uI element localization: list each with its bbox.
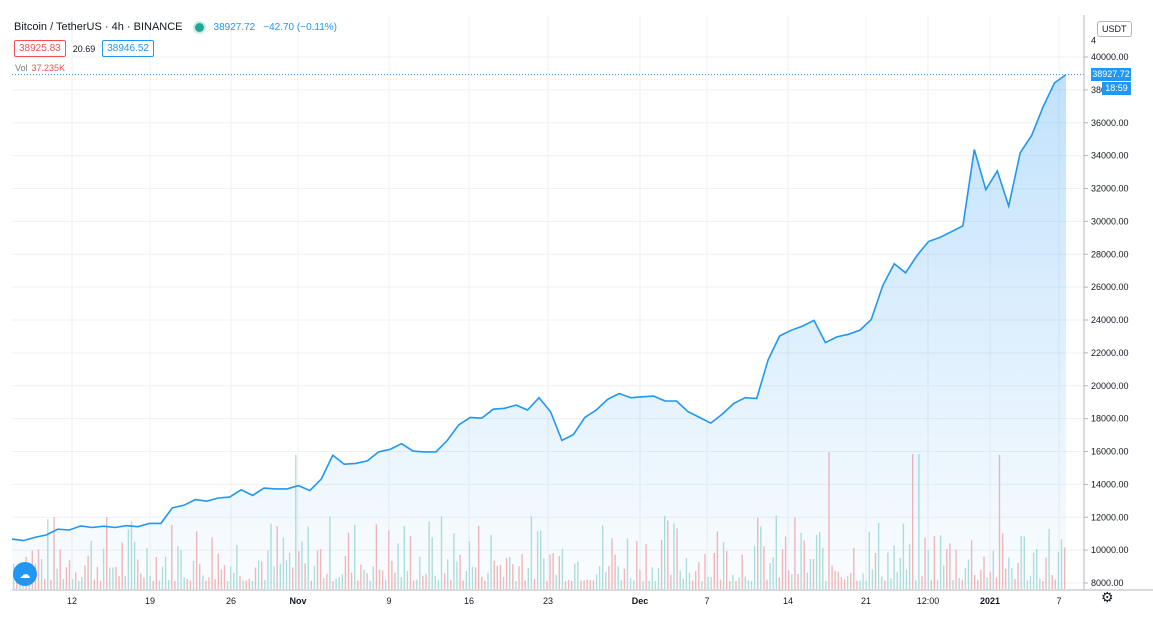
y-tick-label: 20000.00 <box>1091 381 1129 391</box>
x-tick-label: Nov <box>289 596 306 606</box>
y-tick-label: 34000.00 <box>1091 151 1129 161</box>
x-tick-label: 9 <box>386 596 391 606</box>
y-tick-label: 18000.00 <box>1091 414 1129 424</box>
spread-value: 20.69 <box>72 43 96 54</box>
y-tick-label: 32000.00 <box>1091 184 1129 194</box>
buy-price-button[interactable]: 38946.52 <box>102 40 154 57</box>
currency-badge[interactable]: USDT <box>1097 21 1132 37</box>
y-tick-label: 10000.00 <box>1091 545 1129 555</box>
symbol-legend: Bitcoin / TetherUS · 4h · BINANCE 38927.… <box>14 21 337 33</box>
y-tick-label: 8000.00 <box>1091 578 1124 588</box>
last-price: 38927.72 <box>213 21 256 33</box>
y-tick-label: 4 <box>1091 36 1096 46</box>
x-tick-label: 7 <box>704 596 709 606</box>
price-area <box>12 74 1066 591</box>
x-tick-label: 23 <box>543 596 553 606</box>
y-tick-label: 12000.00 <box>1091 512 1129 522</box>
gear-icon[interactable]: ⚙ <box>1101 589 1114 605</box>
x-tick-label: 19 <box>145 596 155 606</box>
y-tick-label: 36000.00 <box>1091 118 1129 128</box>
y-tick-label: 26000.00 <box>1091 282 1129 292</box>
x-tick-label: 21 <box>861 596 871 606</box>
tradingview-logo-icon[interactable]: ☁ <box>13 562 37 586</box>
volume-legend: Vol 37.235K <box>15 63 65 73</box>
last-price-label: 38927.72 <box>1091 68 1131 81</box>
volume-value: 37.235K <box>31 63 66 73</box>
x-tick-label: 14 <box>783 596 793 606</box>
x-tick-label: 2021 <box>980 596 1000 606</box>
y-tick-label: 28000.00 <box>1091 249 1129 259</box>
volume-label: Vol <box>15 63 28 73</box>
y-tick-label: 16000.00 <box>1091 447 1129 457</box>
x-tick-label: 12:00 <box>917 596 940 606</box>
x-tick-label: Dec <box>632 596 649 606</box>
y-tick-label: 30000.00 <box>1091 216 1129 226</box>
y-tick-label: 22000.00 <box>1091 348 1129 358</box>
y-tick-label: 14000.00 <box>1091 479 1129 489</box>
x-tick-label: 26 <box>226 596 236 606</box>
x-tick-label: 12 <box>67 596 77 606</box>
x-tick-label: 7 <box>1056 596 1061 606</box>
symbol-title[interactable]: Bitcoin / TetherUS · 4h · BINANCE <box>14 21 183 33</box>
bar-countdown-label: 18:59 <box>1102 82 1131 95</box>
y-tick-label: 24000.00 <box>1091 315 1129 325</box>
x-tick-label: 16 <box>464 596 474 606</box>
bid-ask-row: 38925.83 20.69 38946.52 <box>14 40 154 57</box>
y-tick-label: 40000.00 <box>1091 52 1129 62</box>
sell-price-button[interactable]: 38925.83 <box>14 40 66 57</box>
price-change: −42.70 (−0.11%) <box>263 21 338 33</box>
market-status-icon <box>194 22 204 32</box>
price-line[interactable] <box>11 73 1067 542</box>
